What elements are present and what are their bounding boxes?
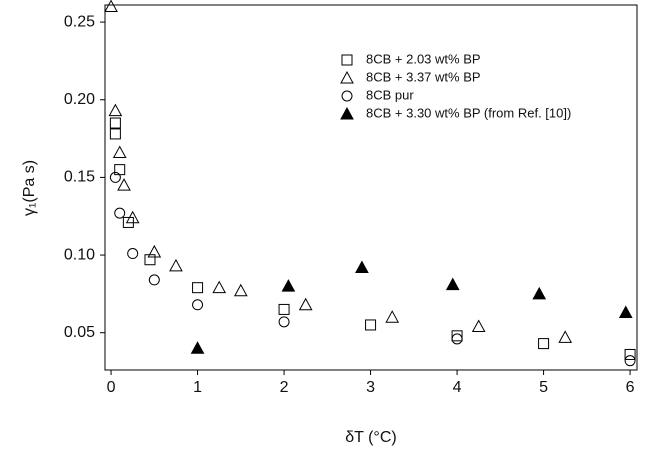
data-point [147, 244, 162, 258]
data-point [278, 316, 290, 328]
y-tick-label: 0.05 [64, 324, 95, 341]
x-tick-label: 4 [453, 379, 462, 396]
data-point [104, 0, 118, 13]
x-tick-label: 3 [366, 379, 375, 396]
legend-marker [340, 106, 354, 120]
data-point [281, 279, 296, 292]
legend-label: 8CB + 3.37 wt% BP [366, 69, 481, 84]
x-tick-label: 0 [107, 379, 116, 396]
legend-marker [340, 70, 354, 84]
data-point [109, 128, 121, 140]
x-tick-label: 6 [626, 379, 635, 396]
data-point [618, 305, 633, 319]
data-point [451, 333, 463, 345]
data-point [190, 341, 205, 354]
data-point [445, 277, 460, 291]
legend-marker [341, 54, 353, 66]
data-point [112, 145, 127, 159]
y-axis-label: γ₁(Pa s) [21, 160, 38, 216]
data-point [144, 254, 156, 266]
x-tick-label: 2 [280, 379, 289, 396]
data-point [148, 274, 160, 286]
data-point [233, 283, 248, 297]
y-tick-label: 0.25 [64, 13, 95, 30]
x-tick-label: 5 [539, 379, 548, 396]
legend-label: 8CB pur [366, 87, 414, 102]
data-point [192, 299, 204, 311]
data-point [278, 303, 290, 315]
legend-label: 8CB + 3.30 wt% BP (from Ref. [10]) [366, 105, 571, 120]
y-tick-label: 0.15 [64, 169, 95, 186]
x-tick-label: 1 [193, 379, 202, 396]
data-point [108, 103, 123, 117]
data-point [117, 178, 131, 191]
data-point [127, 248, 139, 260]
data-point [355, 260, 369, 273]
legend-label: 8CB + 2.03 wt% BP [366, 51, 481, 66]
data-point [624, 355, 636, 367]
data-point [451, 330, 463, 342]
data-point [471, 319, 486, 333]
data-point [532, 286, 547, 300]
data-point [169, 258, 183, 272]
legend-marker [341, 90, 353, 102]
data-point [212, 280, 227, 294]
x-axis-label: δT (°C) [345, 429, 396, 446]
data-point [114, 164, 126, 176]
data-point [109, 117, 121, 129]
data-point [365, 319, 377, 331]
y-tick-label: 0.10 [64, 246, 95, 263]
y-tick-label: 0.20 [64, 91, 95, 108]
data-point [192, 282, 204, 294]
data-point [114, 207, 126, 219]
data-point [624, 348, 636, 360]
data-point [538, 338, 550, 350]
data-point [125, 210, 140, 224]
data-point [385, 310, 400, 323]
data-point [298, 297, 313, 311]
data-point [558, 330, 573, 343]
data-point [109, 171, 121, 183]
